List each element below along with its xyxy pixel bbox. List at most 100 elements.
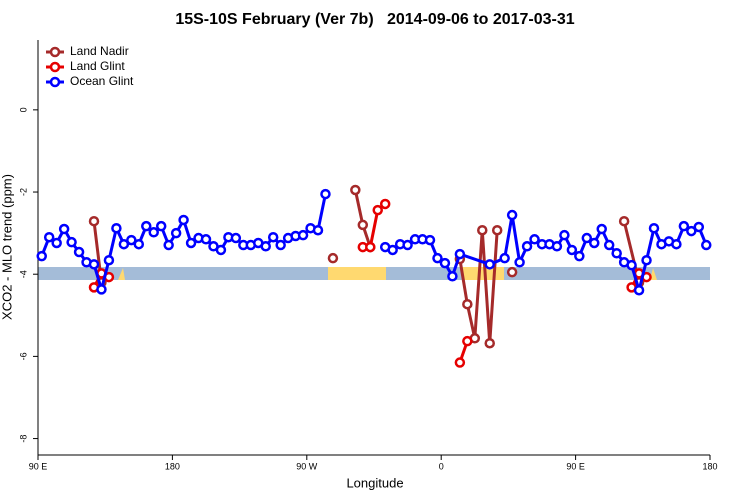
y-tick-label: -2 [18,188,28,196]
data-point [551,241,563,252]
data-point [603,239,615,251]
data-point [559,229,570,241]
data-point [596,223,607,235]
y-tick-label: 0 [18,107,28,112]
data-point [402,239,413,251]
data-point [215,244,227,256]
data-point [58,223,70,235]
x-axis-label: Longitude [346,475,403,490]
data-point [484,337,495,349]
data-point [320,188,331,200]
data-point [581,232,593,244]
data-point [499,252,510,264]
data-point [111,222,122,234]
data-point [88,215,100,227]
data-point [671,238,682,250]
data-point [678,220,690,232]
x-tick-label: 0 [439,461,444,471]
data-point [626,259,637,271]
data-point [178,214,189,226]
data-point [589,237,600,249]
data-point [148,227,159,238]
data-point [439,257,451,269]
data-point [103,254,115,266]
data-point [514,257,525,268]
legend-marker [49,61,61,73]
series-line [92,189,641,345]
data-point [133,238,145,250]
data-point [447,271,458,282]
data-point [297,229,309,241]
y-axis-label: XCO2 - MLO trend (ppm) [0,174,14,320]
data-point [66,236,77,248]
data-point [529,234,540,245]
data-point [96,284,107,295]
legend-marker [49,76,61,88]
data-point [432,252,443,264]
data-point [477,224,488,236]
data-point [686,225,697,237]
data-point [88,259,100,270]
data-point [648,222,660,234]
x-tick-label: 90 E [29,461,48,471]
data-point [118,238,130,250]
chart-title: 15S-10S February (Ver 7b) 2014-09-06 to … [175,11,574,28]
data-point [230,232,242,244]
legend-label: Ocean Glint [70,74,134,88]
data-point [267,231,279,243]
data-point [633,284,645,296]
data-point [170,227,182,239]
data-point [155,220,167,232]
data-point [365,241,376,253]
data-point [506,209,518,221]
data-point [506,266,518,278]
surface-band [38,267,710,280]
land-band [462,267,504,280]
y-tick-label: -6 [18,352,28,360]
data-point [701,239,712,251]
legend-label: Land Glint [70,59,125,73]
data-point [51,237,62,249]
data-point [36,250,47,262]
data-point [163,239,174,251]
data-point [387,244,398,256]
data-point [611,248,622,259]
land-band [118,268,125,280]
data-point [566,244,578,256]
data-point [350,184,361,196]
data-point [574,250,585,262]
data-point [491,224,503,236]
legend-marker [49,46,61,58]
series-line [92,202,648,364]
data-point [141,220,152,232]
data-point [693,221,705,233]
data-point [462,298,473,310]
data-point [521,241,533,252]
data-point [43,231,55,243]
data-point [185,237,197,249]
x-tick-label: 90 E [566,461,585,471]
data-point [73,246,85,258]
data-point [618,215,630,227]
data-point [462,335,473,347]
data-point [260,241,271,252]
data-point [372,204,383,216]
data-point [484,259,495,270]
y-tick-label: -8 [18,435,28,443]
data-point [312,224,324,236]
data-point [454,248,466,260]
data-point [126,234,137,246]
x-tick-label: 180 [165,461,180,471]
data-point [275,239,286,251]
legend-label: Land Nadir [70,44,129,58]
x-tick-label: 180 [702,461,717,471]
data-point [327,252,339,264]
y-tick-label: -4 [18,270,28,278]
land-band [328,267,386,280]
data-point [379,198,391,210]
data-point [424,234,436,246]
x-tick-label: 90 W [296,461,318,471]
data-point [641,254,652,266]
